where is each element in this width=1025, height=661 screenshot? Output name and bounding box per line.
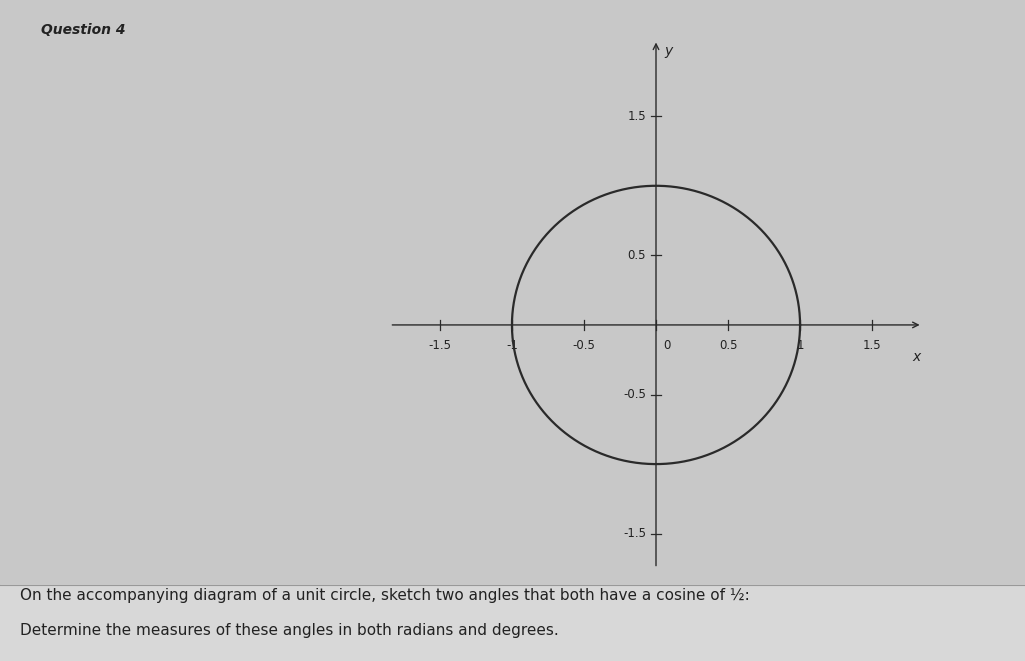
Text: 1.5: 1.5 <box>627 110 646 123</box>
Text: 0: 0 <box>663 339 670 352</box>
Text: -1.5: -1.5 <box>623 527 646 540</box>
Text: -0.5: -0.5 <box>573 339 596 352</box>
Text: 1: 1 <box>796 339 804 352</box>
Text: -0.5: -0.5 <box>623 388 646 401</box>
Text: On the accompanying diagram of a unit circle, sketch two angles that both have a: On the accompanying diagram of a unit ci… <box>20 588 750 603</box>
Text: 0.5: 0.5 <box>627 249 646 262</box>
Text: x: x <box>913 350 921 364</box>
Text: Determine the measures of these angles in both radians and degrees.: Determine the measures of these angles i… <box>20 623 560 638</box>
Text: -1.5: -1.5 <box>428 339 451 352</box>
Text: 0.5: 0.5 <box>719 339 737 352</box>
Text: -1: -1 <box>506 339 518 352</box>
Text: y: y <box>664 44 672 58</box>
Text: Question 4: Question 4 <box>41 23 125 37</box>
Text: 1.5: 1.5 <box>863 339 882 352</box>
